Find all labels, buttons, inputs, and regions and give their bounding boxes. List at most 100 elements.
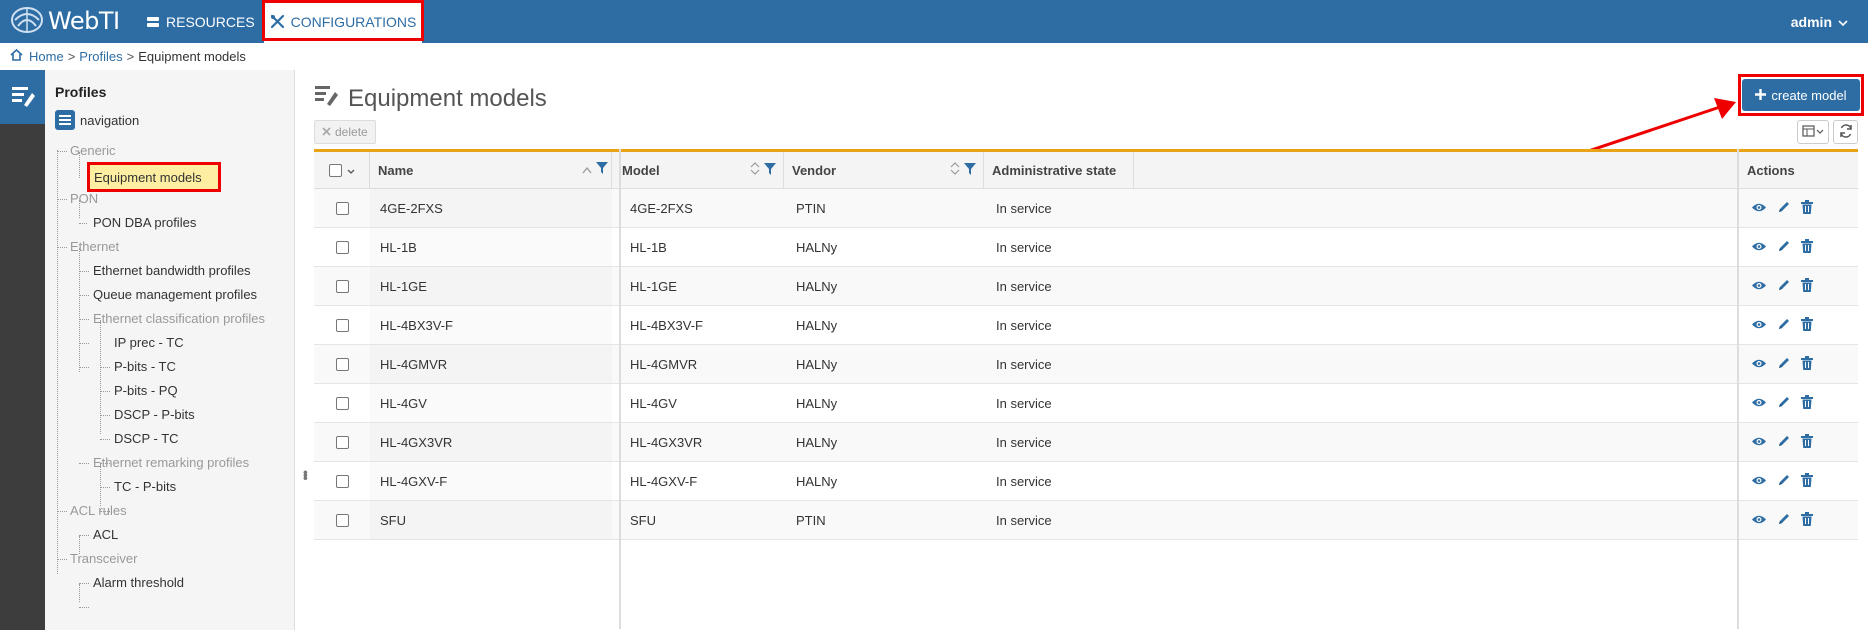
filter-icon[interactable]: [964, 162, 976, 178]
pencil-icon[interactable]: [1777, 473, 1791, 490]
pencil-icon[interactable]: [1777, 200, 1791, 217]
trash-icon[interactable]: [1801, 199, 1813, 217]
row-actions: [1739, 462, 1858, 500]
column-header-admin-state[interactable]: Administrative state: [984, 152, 1134, 188]
pencil-icon[interactable]: [1777, 317, 1791, 334]
trash-icon[interactable]: [1801, 316, 1813, 334]
trash-icon[interactable]: [1801, 238, 1813, 256]
eye-icon[interactable]: [1751, 474, 1767, 489]
column-header-vendor[interactable]: Vendor: [784, 152, 984, 188]
tree-node-dscp-pbits[interactable]: DSCP - P-bits: [114, 407, 195, 422]
tree-connector: [57, 199, 67, 200]
tree-node-transceiver[interactable]: Transceiver: [70, 551, 138, 566]
eye-icon[interactable]: [1751, 396, 1767, 411]
table-row[interactable]: HL-4GMVR HL-4GMVR HALNy In service: [314, 345, 1858, 384]
table-row[interactable]: HL-4BX3V-F HL-4BX3V-F HALNy In service: [314, 306, 1858, 345]
user-menu[interactable]: admin: [1791, 0, 1848, 43]
tree-node-generic[interactable]: Generic: [70, 143, 116, 158]
table-row[interactable]: HL-4GXV-F HL-4GXV-F HALNy In service: [314, 462, 1858, 501]
table-row[interactable]: SFU SFU PTIN In service: [314, 501, 1858, 540]
select-all-checkbox[interactable]: [328, 163, 342, 177]
tree-node-pon-dba[interactable]: PON DBA profiles: [93, 215, 197, 230]
delete-button[interactable]: delete: [314, 120, 376, 144]
pencil-icon[interactable]: [1777, 512, 1791, 529]
trash-icon[interactable]: [1801, 472, 1813, 490]
tree-node-eth-bandwidth[interactable]: Ethernet bandwidth profiles: [93, 263, 251, 278]
rail-tab-profiles[interactable]: [0, 70, 45, 124]
column-header-admin-state-label: Administrative state: [992, 162, 1117, 178]
eye-icon[interactable]: [1751, 318, 1767, 333]
row-checkbox[interactable]: [335, 201, 349, 215]
delete-label: delete: [335, 125, 368, 139]
row-checkbox[interactable]: [335, 318, 349, 332]
nav-resources[interactable]: RESOURCES: [146, 0, 255, 43]
name-sort-filter: [582, 162, 608, 177]
trash-icon[interactable]: [1801, 511, 1813, 529]
eye-icon[interactable]: [1751, 357, 1767, 372]
trash-icon[interactable]: [1801, 355, 1813, 373]
row-checkbox[interactable]: [335, 357, 349, 371]
tree-node-eth-classification[interactable]: Ethernet classification profiles: [93, 311, 265, 326]
tree-node-acl-rules[interactable]: ACL rules: [70, 503, 127, 518]
table-row[interactable]: HL-4GX3VR HL-4GX3VR HALNy In service: [314, 423, 1858, 462]
trash-icon[interactable]: [1801, 277, 1813, 295]
column-header-name[interactable]: Name: [370, 152, 612, 188]
tree-node-acl[interactable]: ACL: [93, 527, 119, 542]
nav-configurations[interactable]: CONFIGURATIONS: [264, 0, 422, 43]
cell-model: HL-4GX3VR: [630, 434, 703, 450]
sort-icon[interactable]: [750, 162, 760, 178]
table-row[interactable]: 4GE-2FXS 4GE-2FXS PTIN In service: [314, 189, 1858, 228]
tree-node-dscp-tc[interactable]: DSCP - TC: [114, 431, 179, 446]
app-logo[interactable]: WebTI: [10, 6, 120, 36]
eye-icon[interactable]: [1751, 513, 1767, 528]
row-checkbox[interactable]: [335, 435, 349, 449]
tree-node-pbits-tc[interactable]: P-bits - TC: [114, 359, 176, 374]
row-select-cell: [314, 267, 370, 305]
refresh-button[interactable]: [1833, 120, 1858, 144]
pencil-icon[interactable]: [1777, 356, 1791, 373]
sort-icon[interactable]: [950, 162, 960, 178]
nav-resources-label: RESOURCES: [166, 13, 255, 30]
pencil-icon[interactable]: [1777, 395, 1791, 412]
column-header-model[interactable]: Model: [614, 152, 784, 188]
eye-icon[interactable]: [1751, 240, 1767, 255]
breadcrumb-profiles[interactable]: Profiles: [79, 48, 123, 64]
row-select-cell: [314, 345, 370, 383]
tree-node-alarm-threshold[interactable]: Alarm threshold: [93, 575, 185, 590]
row-checkbox[interactable]: [335, 513, 349, 527]
breadcrumb-home[interactable]: Home: [29, 48, 64, 64]
row-checkbox[interactable]: [335, 279, 349, 293]
row-checkbox[interactable]: [335, 240, 349, 254]
panel-splitter-handle[interactable]: •••: [298, 470, 314, 479]
chevron-down-icon[interactable]: [347, 163, 355, 178]
row-checkbox[interactable]: [335, 474, 349, 488]
pencil-icon[interactable]: [1777, 239, 1791, 256]
create-model-button[interactable]: create model: [1742, 79, 1860, 111]
tree-node-ip-prec-tc[interactable]: IP prec - TC: [114, 335, 184, 350]
tree-node-eth-remarking[interactable]: Ethernet remarking profiles: [93, 455, 250, 470]
plus-icon: [1755, 88, 1767, 103]
filter-icon[interactable]: [596, 162, 608, 177]
tree-node-queue-management[interactable]: Queue management profiles: [93, 287, 258, 302]
tree-node-pbits-pq[interactable]: P-bits - PQ: [114, 383, 178, 398]
trash-icon[interactable]: [1801, 433, 1813, 451]
table-row[interactable]: HL-1GE HL-1GE HALNy In service: [314, 267, 1858, 306]
sort-icon[interactable]: [582, 162, 592, 177]
tree-node-tc-pbits[interactable]: TC - P-bits: [114, 479, 177, 494]
eye-icon[interactable]: [1751, 279, 1767, 294]
cell-admin-state: In service: [996, 356, 1052, 372]
tree-node-equipment-models[interactable]: Equipment models: [87, 162, 221, 192]
eye-icon[interactable]: [1751, 435, 1767, 450]
table-row[interactable]: HL-4GV HL-4GV HALNy In service: [314, 384, 1858, 423]
tree-node-pon[interactable]: PON: [70, 191, 99, 206]
pencil-icon[interactable]: [1777, 434, 1791, 451]
tree-node-ethernet[interactable]: Ethernet: [70, 239, 120, 254]
trash-icon[interactable]: [1801, 394, 1813, 412]
row-checkbox[interactable]: [335, 396, 349, 410]
column-chooser-button[interactable]: [1797, 120, 1829, 144]
table-row[interactable]: HL-1B HL-1B HALNy In service: [314, 228, 1858, 267]
pencil-icon[interactable]: [1777, 278, 1791, 295]
tree-navigation[interactable]: navigation: [55, 110, 139, 130]
filter-icon[interactable]: [764, 162, 776, 178]
eye-icon[interactable]: [1751, 201, 1767, 216]
